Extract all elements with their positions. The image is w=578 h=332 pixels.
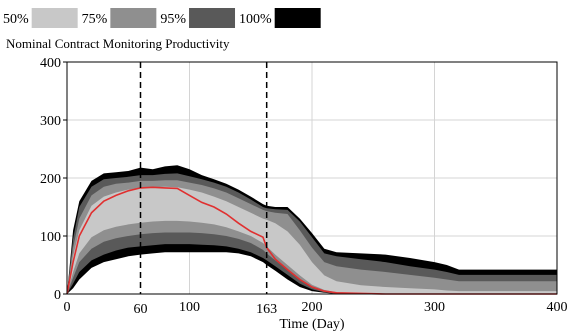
x-axis-label: Time (Day) <box>279 317 345 332</box>
x-tick-label-300: 300 <box>424 300 445 315</box>
chart-title: Nominal Contract Monitoring Productivity <box>6 36 230 51</box>
y-tick-label-200: 200 <box>40 172 61 187</box>
x-tick-label-200: 200 <box>302 300 323 315</box>
legend-swatch-95pct <box>189 8 236 28</box>
x-tick-label-100: 100 <box>179 300 200 315</box>
legend: 50% 75% 95% 100% <box>3 8 321 28</box>
legend-swatch-75pct <box>110 8 157 28</box>
band-50pct <box>67 186 557 294</box>
legend-label-95pct: 95% <box>160 12 186 27</box>
legend-swatch-100pct <box>274 8 321 28</box>
y-tick-label-0: 0 <box>54 288 61 303</box>
confidence-bands <box>67 165 557 294</box>
legend-swatch-50pct <box>31 8 78 28</box>
legend-label-75pct: 75% <box>82 12 108 27</box>
y-tick-label-400: 400 <box>40 56 61 71</box>
marker-lines <box>139 62 268 294</box>
y-tick-label-100: 100 <box>40 230 61 245</box>
x-axis-ticks: 0 100 200 300 400 60 163 <box>64 300 568 317</box>
legend-label-100pct: 100% <box>239 12 272 27</box>
plot-area <box>66 61 558 295</box>
legend-label-50pct: 50% <box>3 12 29 27</box>
x-marker-label-163: 163 <box>256 302 277 317</box>
y-tick-label-300: 300 <box>40 114 61 129</box>
y-axis-ticks: 0 100 200 300 400 <box>40 56 67 303</box>
x-tick-label-0: 0 <box>64 300 71 315</box>
x-tick-label-400: 400 <box>547 300 568 315</box>
x-marker-label-60: 60 <box>134 302 148 317</box>
